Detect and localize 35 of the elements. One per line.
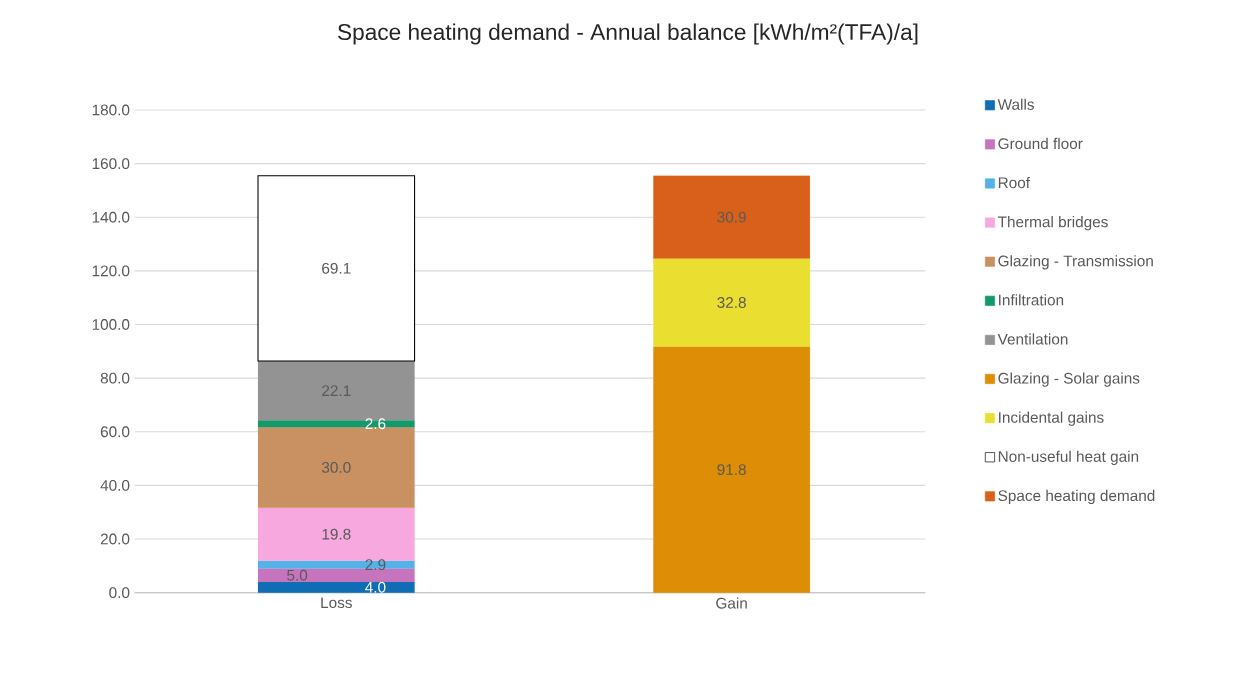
y-tick-label: 160.0	[92, 158, 130, 170]
data-label: 32.8	[717, 297, 746, 308]
y-tick-label: 20.0	[100, 533, 130, 545]
chart-title: Space heating demand - Annual balance [kWh/m²(TFA)/a]	[337, 23, 918, 45]
data-label: 4.0	[365, 581, 386, 593]
legend-label: Non-useful heat gain	[998, 450, 1139, 465]
data-label: 69.1	[322, 262, 351, 274]
data-label: 30.9	[717, 211, 746, 223]
data-label: 2.9	[365, 559, 386, 571]
data-label: 91.8	[717, 464, 746, 476]
y-tick-label: 80.0	[100, 372, 130, 384]
y-tick-label: 100.0	[92, 319, 130, 330]
legend-label: Incidental gains	[999, 411, 1104, 426]
y-tick-label: 120.0	[92, 265, 130, 277]
legend-label: Space heating demand	[998, 489, 1155, 505]
legend-label: Walls	[997, 98, 1034, 110]
y-tick-label: 0.0	[109, 587, 130, 599]
legend-label: Ventilation	[997, 333, 1068, 345]
legend-label: Infiltration	[999, 294, 1064, 306]
legend-label: Glazing - Transmission	[998, 255, 1153, 270]
legend-label: Ground floor	[998, 137, 1083, 150]
data-label: 2.6	[365, 418, 386, 430]
y-tick-label: 180.0	[92, 104, 130, 116]
data-label: 19.8	[322, 528, 351, 540]
legend-label: Thermal bridges	[997, 216, 1108, 231]
legend-label: Glazing - Solar gains	[998, 372, 1140, 387]
y-tick-label: 60.0	[100, 426, 130, 438]
x-tick-label: Loss	[321, 597, 352, 609]
data-label: 5.0	[287, 569, 308, 581]
x-tick-label: Gain	[716, 597, 747, 609]
legend-label: Roof	[998, 176, 1031, 189]
data-label: 30.0	[321, 462, 351, 473]
y-tick-label: 40.0	[100, 479, 130, 491]
y-tick-label: 140.0	[92, 211, 130, 223]
data-label: 22.1	[322, 385, 351, 396]
